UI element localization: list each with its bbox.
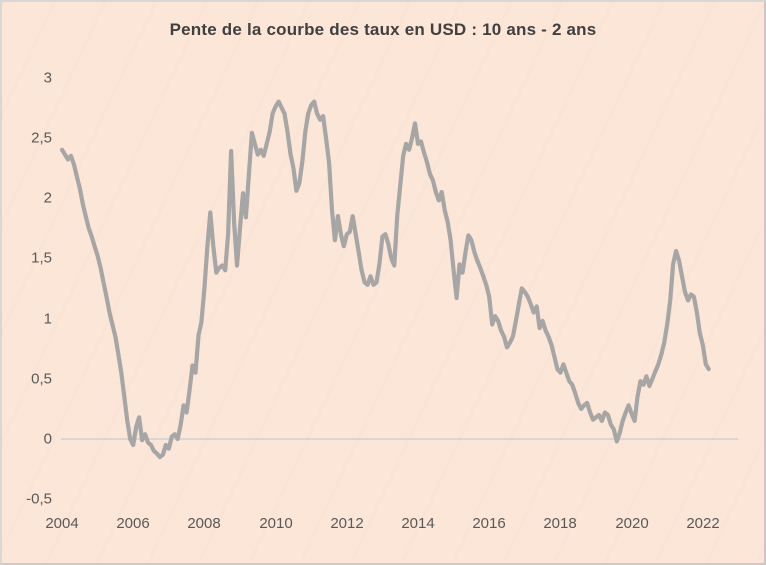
y-tick-label: 0,5	[31, 370, 52, 388]
series-line	[59, 99, 711, 460]
x-tick-label: 2022	[686, 515, 720, 532]
y-tick-label: 2	[43, 189, 52, 207]
chart-title: Pente de la courbe des taux en USD : 10 …	[169, 20, 597, 39]
x-tick-label: 2008	[187, 515, 221, 532]
y-tick-label: -0,5	[26, 490, 52, 508]
y-tick-label: 0	[43, 430, 52, 448]
x-tick-label: 2012	[330, 515, 364, 532]
x-tick-label: 2004	[45, 515, 79, 532]
x-tick-label: 2020	[615, 515, 649, 532]
y-tick-label: 3	[43, 69, 52, 87]
x-tick-label: 2016	[472, 515, 506, 532]
y-tick-label: 1	[43, 310, 52, 328]
y-tick-label: 1,5	[31, 249, 52, 267]
x-tick-label: 2018	[543, 515, 577, 532]
x-tick-label: 2010	[259, 515, 293, 532]
y-tick-label: 2,5	[31, 129, 52, 147]
x-tick-label: 2014	[401, 515, 435, 532]
x-tick-label: 2006	[116, 515, 150, 532]
